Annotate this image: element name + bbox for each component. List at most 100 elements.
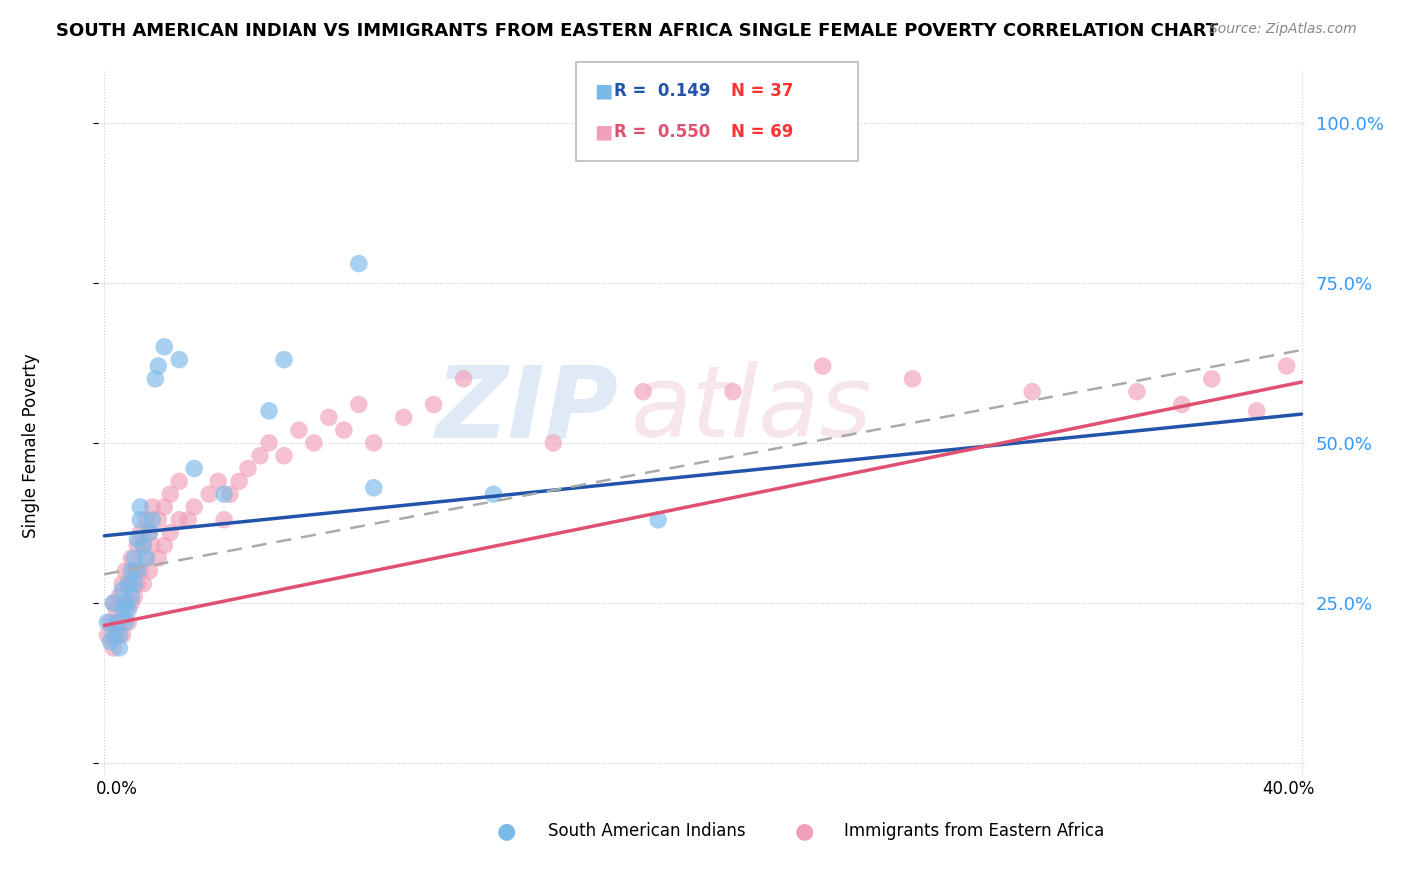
Point: [647, 513, 669, 527]
Point: [120, 590, 142, 604]
Point: [422, 397, 444, 411]
Point: [138, 525, 160, 540]
Point: [132, 538, 155, 552]
Point: [148, 513, 170, 527]
Text: ●: ●: [794, 822, 814, 841]
Point: [124, 590, 146, 604]
Point: [120, 551, 142, 566]
Point: [127, 538, 149, 552]
Point: [1021, 384, 1043, 399]
Point: [114, 602, 136, 616]
Point: [1126, 384, 1149, 399]
Point: [135, 513, 157, 527]
Point: [138, 525, 160, 540]
Point: [120, 596, 142, 610]
Point: [96, 615, 118, 630]
Point: [198, 487, 221, 501]
Point: [129, 500, 152, 514]
Point: [1246, 404, 1268, 418]
Point: [124, 551, 146, 566]
Point: [141, 538, 163, 552]
Point: [108, 628, 131, 642]
Point: [177, 513, 200, 527]
Point: [207, 475, 229, 489]
Point: [363, 436, 385, 450]
Point: [1171, 397, 1194, 411]
Point: [482, 487, 505, 501]
Point: [132, 577, 155, 591]
Point: [103, 596, 125, 610]
Point: [228, 475, 250, 489]
Point: [127, 532, 149, 546]
Point: [288, 423, 311, 437]
Point: [257, 404, 280, 418]
Point: [249, 449, 271, 463]
Point: [148, 551, 170, 566]
Point: [111, 583, 134, 598]
Point: [135, 551, 157, 566]
Point: [138, 564, 160, 578]
Point: [111, 602, 134, 616]
Point: [273, 352, 295, 367]
Point: [901, 372, 924, 386]
Point: [96, 628, 118, 642]
Point: [105, 628, 128, 642]
Point: [318, 410, 340, 425]
Point: [141, 513, 163, 527]
Text: ■: ■: [595, 122, 613, 142]
Text: ●: ●: [496, 822, 516, 841]
Point: [159, 525, 181, 540]
Point: [124, 564, 146, 578]
Point: [392, 410, 415, 425]
Text: R =  0.550: R = 0.550: [614, 123, 710, 141]
Point: [103, 596, 125, 610]
Point: [117, 615, 139, 630]
Point: [167, 513, 190, 527]
Text: SOUTH AMERICAN INDIAN VS IMMIGRANTS FROM EASTERN AFRICA SINGLE FEMALE POVERTY CO: SOUTH AMERICAN INDIAN VS IMMIGRANTS FROM…: [56, 22, 1219, 40]
Point: [183, 461, 205, 475]
Point: [453, 372, 475, 386]
Point: [153, 500, 176, 514]
Point: [1275, 359, 1298, 373]
Point: [117, 577, 139, 591]
Point: [135, 551, 157, 566]
Point: [212, 513, 235, 527]
Point: [124, 577, 146, 591]
Point: [132, 538, 155, 552]
Text: ZIP: ZIP: [436, 361, 619, 458]
Point: [236, 461, 259, 475]
Point: [129, 564, 152, 578]
Point: [100, 615, 122, 630]
Point: [108, 640, 131, 655]
Point: [105, 602, 128, 616]
Text: Source: ZipAtlas.com: Source: ZipAtlas.com: [1209, 22, 1357, 37]
Point: [129, 525, 152, 540]
Point: [103, 628, 125, 642]
Point: [219, 487, 242, 501]
Text: atlas: atlas: [630, 361, 872, 458]
Point: [141, 500, 163, 514]
Text: Immigrants from Eastern Africa: Immigrants from Eastern Africa: [844, 822, 1104, 840]
Point: [167, 475, 190, 489]
Point: [721, 384, 744, 399]
Point: [117, 577, 139, 591]
Point: [302, 436, 325, 450]
Text: Single Female Poverty: Single Female Poverty: [22, 354, 39, 538]
Point: [1201, 372, 1223, 386]
Point: [543, 436, 565, 450]
Text: N = 69: N = 69: [731, 123, 793, 141]
Point: [347, 256, 370, 270]
Point: [273, 449, 295, 463]
Point: [100, 634, 122, 648]
Point: [631, 384, 654, 399]
Text: South American Indians: South American Indians: [548, 822, 747, 840]
Point: [363, 481, 385, 495]
Point: [114, 596, 136, 610]
Point: [333, 423, 356, 437]
Point: [347, 397, 370, 411]
Point: [148, 359, 170, 373]
Point: [105, 615, 128, 630]
Point: [103, 640, 125, 655]
Text: 40.0%: 40.0%: [1263, 780, 1315, 798]
Point: [127, 564, 149, 578]
